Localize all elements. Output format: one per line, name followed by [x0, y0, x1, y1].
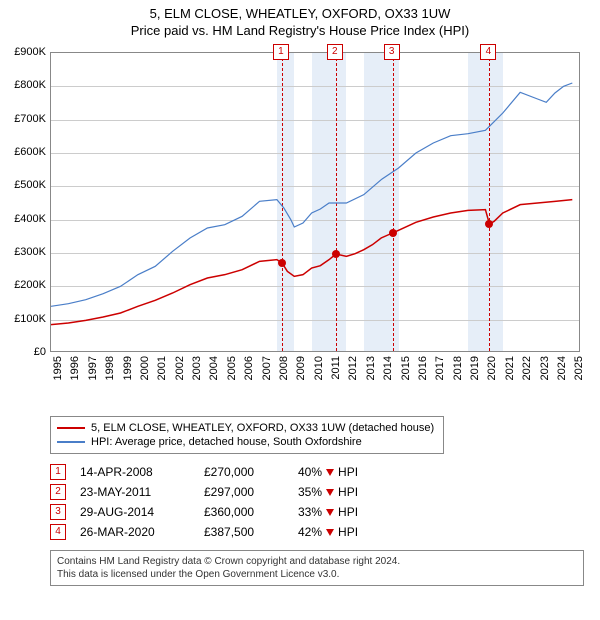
legend-item-hpi: HPI: Average price, detached house, Sout…	[57, 435, 437, 449]
transaction-date: 26-MAR-2020	[80, 525, 190, 539]
x-axis-label: 2000	[139, 356, 151, 386]
transaction-number-box: 1	[50, 464, 66, 480]
marker-number-box: 1	[273, 44, 289, 60]
down-arrow-icon	[326, 469, 334, 476]
transaction-comparison: 33%HPI	[298, 505, 358, 519]
legend-swatch	[57, 441, 85, 443]
x-axis-label: 2013	[365, 356, 377, 386]
transaction-date: 14-APR-2008	[80, 465, 190, 479]
transaction-price: £297,000	[204, 485, 284, 499]
transaction-date: 23-MAY-2011	[80, 485, 190, 499]
x-axis-label: 2001	[156, 356, 168, 386]
legend-item-property: 5, ELM CLOSE, WHEATLEY, OXFORD, OX33 1UW…	[57, 421, 437, 435]
x-axis-label: 1995	[52, 356, 64, 386]
legend-label: 5, ELM CLOSE, WHEATLEY, OXFORD, OX33 1UW…	[91, 422, 434, 434]
series-property	[51, 200, 572, 325]
x-axis-label: 2021	[504, 356, 516, 386]
x-axis-label: 2022	[521, 356, 533, 386]
x-axis-label: 2008	[278, 356, 290, 386]
y-axis-label: £500K	[2, 179, 46, 191]
x-axis-label: 2003	[191, 356, 203, 386]
x-axis-label: 1999	[122, 356, 134, 386]
chart-title-address: 5, ELM CLOSE, WHEATLEY, OXFORD, OX33 1UW	[0, 0, 600, 21]
x-axis-label: 2023	[539, 356, 551, 386]
x-axis-label: 2005	[226, 356, 238, 386]
x-axis-label: 2020	[486, 356, 498, 386]
x-axis-label: 1997	[87, 356, 99, 386]
marker-number-box: 3	[384, 44, 400, 60]
transactions-table: 1 14-APR-2008 £270,000 40%HPI 2 23-MAY-2011 £2…	[50, 462, 450, 542]
credit-box: Contains HM Land Registry data © Crown c…	[50, 550, 584, 586]
down-arrow-icon	[326, 509, 334, 516]
transaction-row: 4 26-MAR-2020 £387,500 42%HPI	[50, 522, 450, 542]
x-axis-label: 2018	[452, 356, 464, 386]
y-axis-label: £800K	[2, 79, 46, 91]
chart-title-sub: Price paid vs. HM Land Registry's House …	[0, 21, 600, 42]
x-axis-label: 2006	[243, 356, 255, 386]
y-axis-label: £900K	[2, 46, 46, 58]
x-axis-label: 1998	[104, 356, 116, 386]
chart-area: £0 £100K £200K £300K £400K £500K £600K £700K £80…	[0, 42, 600, 412]
y-axis-label: £600K	[2, 146, 46, 158]
transaction-row: 1 14-APR-2008 £270,000 40%HPI	[50, 462, 450, 482]
x-axis-label: 2015	[400, 356, 412, 386]
y-axis-label: £200K	[2, 279, 46, 291]
y-axis-label: £300K	[2, 246, 46, 258]
x-axis-label: 1996	[69, 356, 81, 386]
x-axis-label: 2007	[261, 356, 273, 386]
transaction-date: 29-AUG-2014	[80, 505, 190, 519]
x-axis-label: 2002	[174, 356, 186, 386]
x-axis-label: 2019	[469, 356, 481, 386]
transaction-comparison: 35%HPI	[298, 485, 358, 499]
legend-label: HPI: Average price, detached house, Sout…	[91, 436, 362, 448]
y-axis-label: £0	[2, 346, 46, 358]
transaction-price: £387,500	[204, 525, 284, 539]
x-axis-label: 2010	[313, 356, 325, 386]
legend-swatch	[57, 427, 85, 429]
x-axis-label: 2012	[347, 356, 359, 386]
down-arrow-icon	[326, 489, 334, 496]
series-hpi	[51, 83, 572, 306]
legend: 5, ELM CLOSE, WHEATLEY, OXFORD, OX33 1UW…	[50, 416, 444, 454]
marker-number-box: 2	[327, 44, 343, 60]
x-axis-label: 2011	[330, 356, 342, 386]
transaction-number-box: 3	[50, 504, 66, 520]
x-axis-label: 2004	[208, 356, 220, 386]
transaction-price: £270,000	[204, 465, 284, 479]
x-axis-label: 2016	[417, 356, 429, 386]
marker-number-box: 4	[480, 44, 496, 60]
credit-line: Contains HM Land Registry data © Crown c…	[57, 555, 577, 568]
credit-line: This data is licensed under the Open Gov…	[57, 568, 577, 581]
x-axis-label: 2025	[573, 356, 585, 386]
down-arrow-icon	[326, 529, 334, 536]
transaction-comparison: 40%HPI	[298, 465, 358, 479]
x-axis-label: 2017	[434, 356, 446, 386]
plot-region	[50, 52, 580, 352]
transaction-row: 3 29-AUG-2014 £360,000 33%HPI	[50, 502, 450, 522]
y-axis-label: £400K	[2, 213, 46, 225]
transaction-row: 2 23-MAY-2011 £297,000 35%HPI	[50, 482, 450, 502]
y-axis-label: £100K	[2, 313, 46, 325]
y-axis-label: £700K	[2, 113, 46, 125]
series-lines	[51, 53, 581, 353]
transaction-number-box: 2	[50, 484, 66, 500]
transaction-price: £360,000	[204, 505, 284, 519]
transaction-number-box: 4	[50, 524, 66, 540]
x-axis-label: 2014	[382, 356, 394, 386]
x-axis-label: 2024	[556, 356, 568, 386]
transaction-comparison: 42%HPI	[298, 525, 358, 539]
x-axis-label: 2009	[295, 356, 307, 386]
